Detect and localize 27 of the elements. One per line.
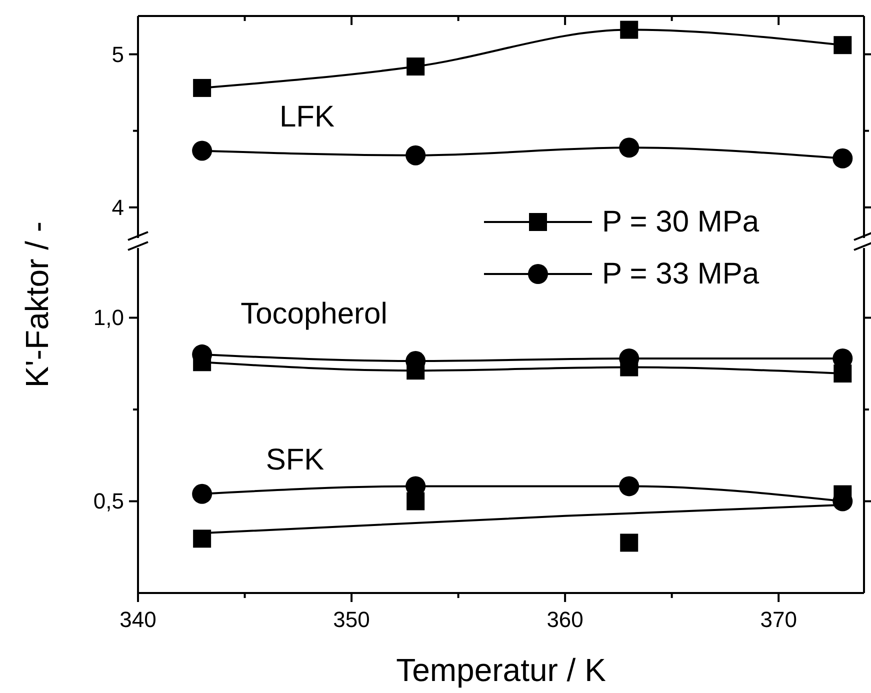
- point: [193, 530, 212, 548]
- point: [192, 140, 212, 161]
- y-tick-label: 0,5: [93, 488, 124, 514]
- x-tick-label: 360: [546, 607, 584, 632]
- point: [832, 148, 853, 168]
- y-tick-label: 4: [112, 194, 124, 220]
- y-tick-label: 5: [112, 42, 124, 67]
- legend-label: P = 33 MPa: [602, 258, 760, 290]
- legend-label: P = 30 MPa: [602, 206, 760, 238]
- point: [193, 78, 212, 97]
- point: [620, 20, 638, 39]
- point: [192, 484, 212, 504]
- point: [406, 58, 425, 76]
- annotation: Tocopherol: [240, 298, 388, 330]
- point: [620, 534, 638, 552]
- x-tick-label: 350: [333, 607, 370, 632]
- annotation: LFK: [279, 100, 335, 134]
- x-axis-title: Temperatur / K: [396, 652, 606, 688]
- point: [406, 145, 426, 166]
- x-tick-label: 340: [120, 607, 156, 632]
- point: [619, 138, 640, 158]
- point: [619, 476, 640, 496]
- x-tick-label: 370: [760, 607, 797, 632]
- y-tick-label: 1,0: [93, 305, 124, 330]
- annotation: SFK: [266, 444, 324, 476]
- point: [834, 36, 852, 54]
- y-axis-title: K'-Faktor / -: [19, 221, 55, 388]
